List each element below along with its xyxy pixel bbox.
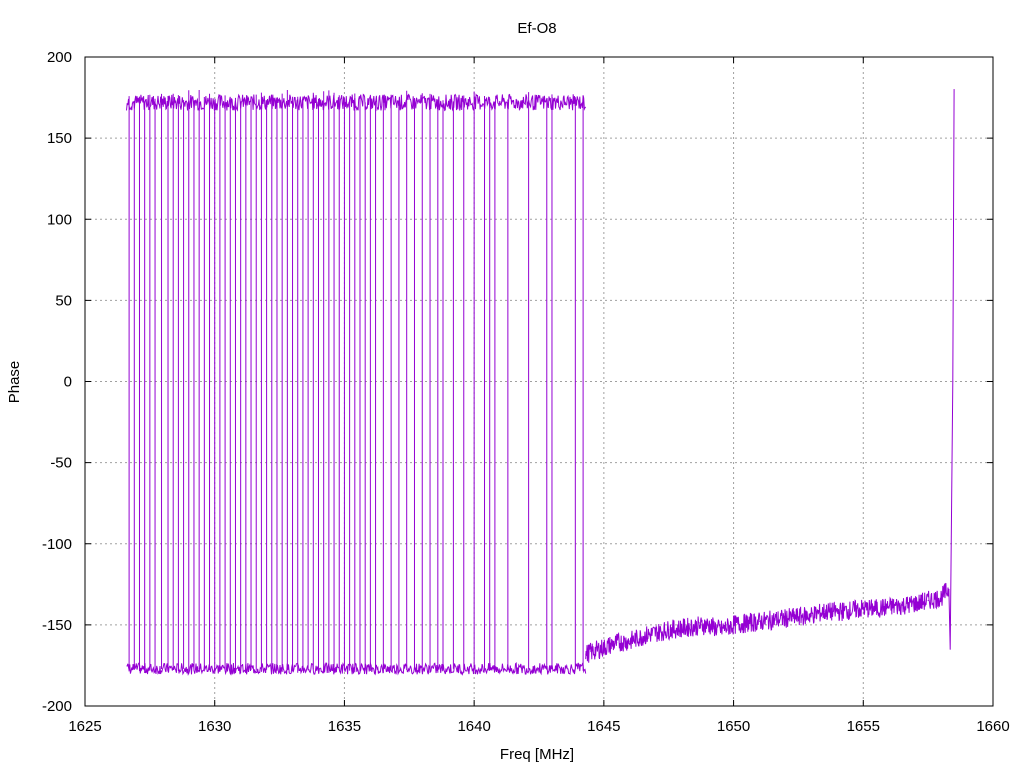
data-point bbox=[948, 588, 950, 590]
y-tick-label: 150 bbox=[47, 130, 72, 147]
data-point bbox=[914, 603, 916, 605]
y-tick-label: 0 bbox=[64, 374, 72, 391]
data-point bbox=[836, 611, 838, 613]
data-point bbox=[603, 647, 605, 649]
data-point bbox=[616, 642, 618, 644]
y-tick-label: 100 bbox=[47, 211, 72, 228]
data-point bbox=[759, 621, 760, 623]
data-point bbox=[862, 608, 864, 610]
data-point bbox=[927, 600, 929, 601]
lower-noise-band bbox=[126, 661, 587, 676]
data-point bbox=[849, 609, 851, 611]
x-tick-label: 1650 bbox=[717, 718, 750, 735]
data-point bbox=[797, 616, 799, 618]
x-tick-label: 1640 bbox=[457, 718, 490, 735]
y-tick-label: -200 bbox=[42, 698, 72, 715]
data-point bbox=[875, 608, 877, 610]
x-tick-label: 1635 bbox=[328, 718, 361, 735]
y-tick-label: -50 bbox=[50, 455, 72, 472]
x-tick-label: 1630 bbox=[198, 718, 231, 735]
data-point bbox=[642, 635, 644, 637]
x-axis-label: Freq [MHz] bbox=[500, 746, 574, 763]
y-tick-label: -150 bbox=[42, 617, 72, 634]
data-point bbox=[733, 624, 735, 626]
data-point bbox=[952, 381, 954, 382]
y-axis-label: Phase bbox=[6, 361, 23, 404]
x-tick-label: 1655 bbox=[847, 718, 880, 735]
data-point bbox=[720, 629, 722, 631]
data-point bbox=[694, 626, 696, 627]
data-point bbox=[746, 622, 747, 624]
data-point bbox=[772, 619, 773, 621]
chart-title: Ef-O8 bbox=[517, 20, 556, 37]
data-point bbox=[901, 604, 903, 606]
data-point bbox=[655, 632, 657, 634]
axis-ticks: 1625 1630 1635 1640 1645 1650 1655 1660 -200 -150… bbox=[42, 49, 1010, 735]
data-point bbox=[629, 640, 631, 642]
phase-trend-line bbox=[585, 89, 955, 663]
upper-noise-band bbox=[126, 93, 587, 112]
data-point bbox=[668, 629, 670, 631]
x-tick-label: 1645 bbox=[587, 718, 620, 735]
data-point bbox=[888, 606, 890, 608]
data-point bbox=[810, 614, 812, 616]
x-tick-label: 1625 bbox=[68, 718, 101, 735]
phase-trace bbox=[126, 89, 955, 676]
data-point bbox=[949, 648, 951, 650]
data-point bbox=[940, 596, 942, 598]
data-point bbox=[823, 611, 825, 613]
x-tick-label: 1660 bbox=[976, 718, 1009, 735]
data-point bbox=[585, 653, 587, 655]
y-tick-label: 200 bbox=[47, 49, 72, 66]
data-point bbox=[707, 624, 709, 626]
data-point bbox=[785, 617, 786, 619]
y-tick-label: 50 bbox=[55, 292, 72, 309]
y-tick-label: -100 bbox=[42, 536, 72, 553]
data-point bbox=[681, 627, 683, 629]
data-point bbox=[953, 89, 955, 90]
